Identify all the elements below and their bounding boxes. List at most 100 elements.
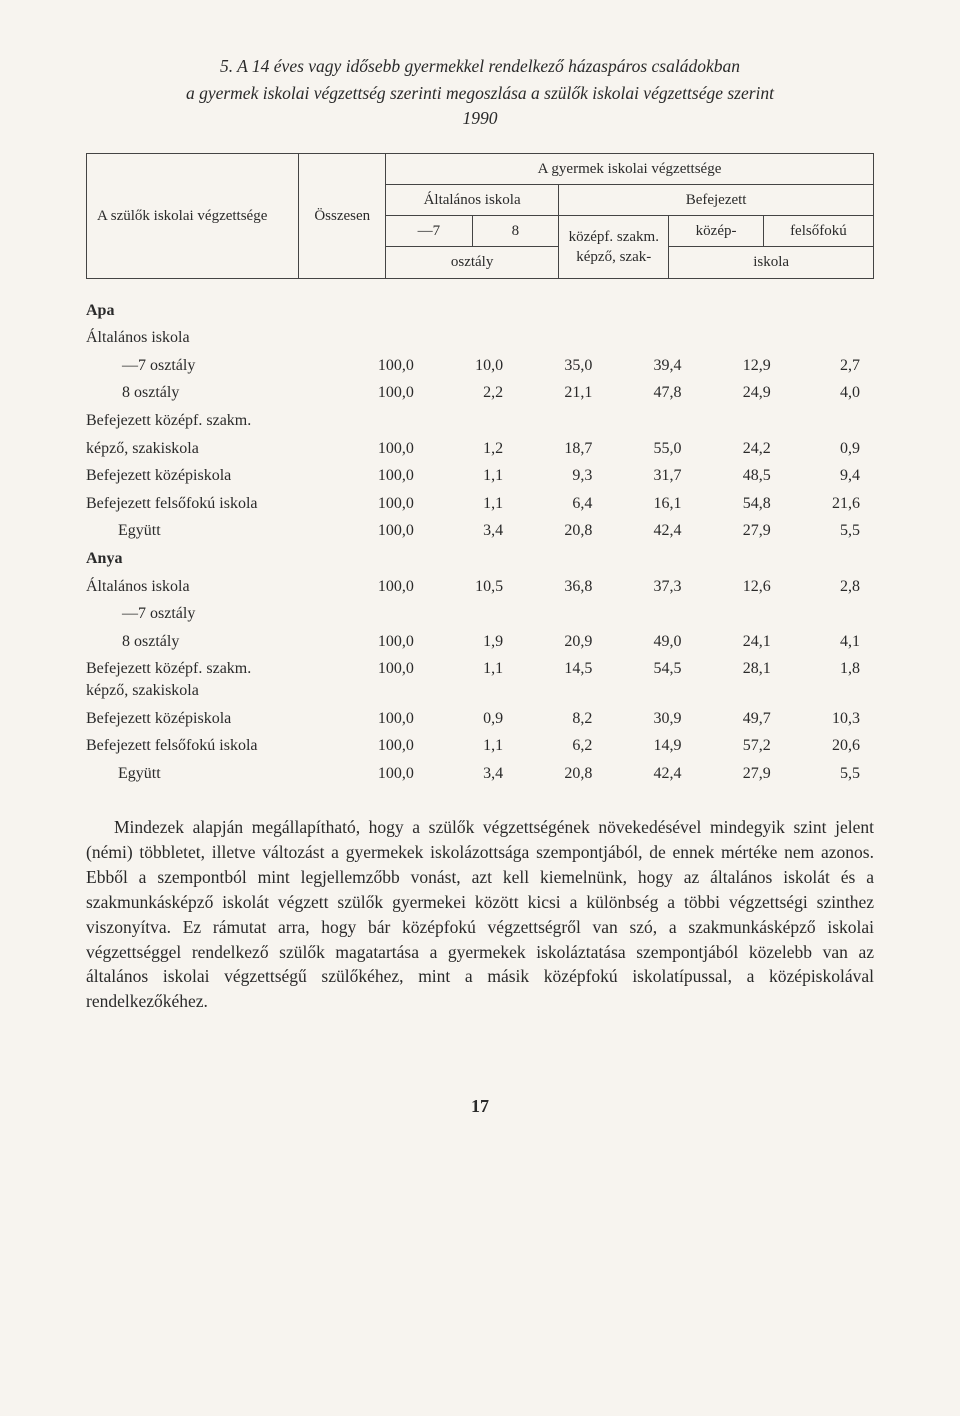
cell: 3,4 — [428, 517, 517, 545]
row-label-text: képző, szakiskola — [86, 682, 199, 699]
cell: 100,0 — [339, 435, 428, 463]
table-row: Befejezett felsőfokú iskola 100,0 1,1 6,… — [86, 732, 874, 760]
cell: 48,5 — [696, 462, 785, 490]
cell: 54,5 — [606, 655, 695, 704]
cell: 100,0 — [339, 732, 428, 760]
header-minus7: —7 — [386, 216, 473, 247]
cell: 30,9 — [606, 705, 695, 733]
cell: 31,7 — [606, 462, 695, 490]
cell: 5,5 — [785, 760, 874, 788]
row-label: Befejezett középiskola — [86, 705, 339, 733]
cell: 2,7 — [785, 352, 874, 380]
cell: 2,2 — [428, 379, 517, 407]
cell: 12,9 — [696, 352, 785, 380]
cell: 55,0 — [606, 435, 695, 463]
table-title-year: 1990 — [86, 107, 874, 131]
table-row: Befejezett felsőfokú iskola 100,0 1,1 6,… — [86, 490, 874, 518]
table-row-total: Együtt 100,0 3,4 20,8 42,4 27,9 5,5 — [86, 760, 874, 788]
cell: 1,1 — [428, 732, 517, 760]
row-label: 8 osztály — [86, 379, 339, 407]
table-title-line2: a gyermek iskolai végzettség szerinti me… — [86, 81, 874, 106]
row-label-text: Általános iskola — [86, 578, 190, 595]
cell: 100,0 — [339, 462, 428, 490]
row-label: Befejezett felsőfokú iskola — [86, 490, 339, 518]
cell: 20,9 — [517, 628, 606, 656]
row-label: Befejezett középf. szakm. képző, szakisk… — [86, 655, 339, 704]
cell: 100,0 — [339, 628, 428, 656]
cell: 21,6 — [785, 490, 874, 518]
cell: 42,4 — [606, 760, 695, 788]
cell: 49,0 — [606, 628, 695, 656]
cell: 20,8 — [517, 517, 606, 545]
cell: 10,5 — [428, 573, 517, 601]
table-row: Befejezett középiskola 100,0 0,9 8,2 30,… — [86, 705, 874, 733]
section-apa: Apa — [86, 297, 874, 325]
header-osztaly: osztály — [386, 247, 559, 278]
cell: 1,1 — [428, 655, 517, 704]
cell: 42,4 — [606, 517, 695, 545]
row-label: —7 osztály — [86, 600, 339, 628]
header-kozep: közép- — [669, 216, 763, 247]
cell: 28,1 — [696, 655, 785, 704]
header-kozepf: középf. szakm. kép­ző, szak- — [559, 216, 669, 279]
header-row-label: A szülők iskolai végzettsége — [87, 153, 299, 278]
table-row: —7 osztály 100,0 10,0 35,0 39,4 12,9 2,7 — [86, 352, 874, 380]
cell: 100,0 — [339, 760, 428, 788]
cell: 54,8 — [696, 490, 785, 518]
cell: 0,9 — [428, 705, 517, 733]
cell: 6,4 — [517, 490, 606, 518]
cell: 6,2 — [517, 732, 606, 760]
cell: 1,2 — [428, 435, 517, 463]
cell: 12,6 — [696, 573, 785, 601]
header-osszesen: Összesen — [299, 153, 386, 278]
table-header: A szülők iskolai végzettsége Összesen A … — [86, 153, 874, 279]
header-altalanos: Általános iskola — [386, 184, 559, 215]
cell: 20,8 — [517, 760, 606, 788]
cell: 10,3 — [785, 705, 874, 733]
cell: 39,4 — [606, 352, 695, 380]
cell: 49,7 — [696, 705, 785, 733]
row-label: Együtt — [86, 760, 339, 788]
table-title-line1: 5. A 14 éves vagy idősebb gyermekkel ren… — [86, 54, 874, 79]
cell: 100,0 — [339, 705, 428, 733]
cell: 100,0 — [339, 655, 428, 704]
row-label: —7 osztály — [86, 352, 339, 380]
row-label: Általános iskola — [86, 324, 339, 352]
row-label-text: Befejezett középf. szakm. — [86, 660, 251, 677]
cell: 10,0 — [428, 352, 517, 380]
cell: 27,9 — [696, 517, 785, 545]
cell: 100,0 — [339, 352, 428, 380]
table-row: 8 osztály 100,0 2,2 21,1 47,8 24,9 4,0 — [86, 379, 874, 407]
cell: 1,9 — [428, 628, 517, 656]
header-felsofoku: felsőfokú — [763, 216, 873, 247]
data-table: Apa Általános iskola —7 osztály 100,0 10… — [86, 297, 874, 788]
page-number: 17 — [86, 1094, 874, 1118]
table-row: Befejezett középf. szakm. képző, szakisk… — [86, 655, 874, 704]
row-label: 8 osztály — [86, 628, 339, 656]
table-row: 8 osztály 100,0 1,9 20,9 49,0 24,1 4,1 — [86, 628, 874, 656]
cell: 100,0 — [339, 379, 428, 407]
cell: 100,0 — [339, 517, 428, 545]
row-label: Befejezett középiskola — [86, 462, 339, 490]
cell: 14,5 — [517, 655, 606, 704]
cell: 24,1 — [696, 628, 785, 656]
cell: 27,9 — [696, 760, 785, 788]
table-row: Általános iskola 100,0 10,5 36,8 37,3 12… — [86, 573, 874, 601]
cell: 24,9 — [696, 379, 785, 407]
cell: 9,3 — [517, 462, 606, 490]
header-iskola: iskola — [669, 247, 874, 278]
cell: 35,0 — [517, 352, 606, 380]
cell: 47,8 — [606, 379, 695, 407]
cell: 57,2 — [696, 732, 785, 760]
cell: 20,6 — [785, 732, 874, 760]
cell: 100,0 — [339, 490, 428, 518]
row-label: Befejezett felsőfokú iskola — [86, 732, 339, 760]
row-label: Befejezett középf. szakm. — [86, 407, 339, 435]
cell: 14,9 — [606, 732, 695, 760]
cell: 1,8 — [785, 655, 874, 704]
body-paragraph: Mindezek alapján megállapítható, hogy a … — [86, 815, 874, 1014]
cell: 3,4 — [428, 760, 517, 788]
cell: 4,0 — [785, 379, 874, 407]
cell: 18,7 — [517, 435, 606, 463]
cell: 1,1 — [428, 490, 517, 518]
